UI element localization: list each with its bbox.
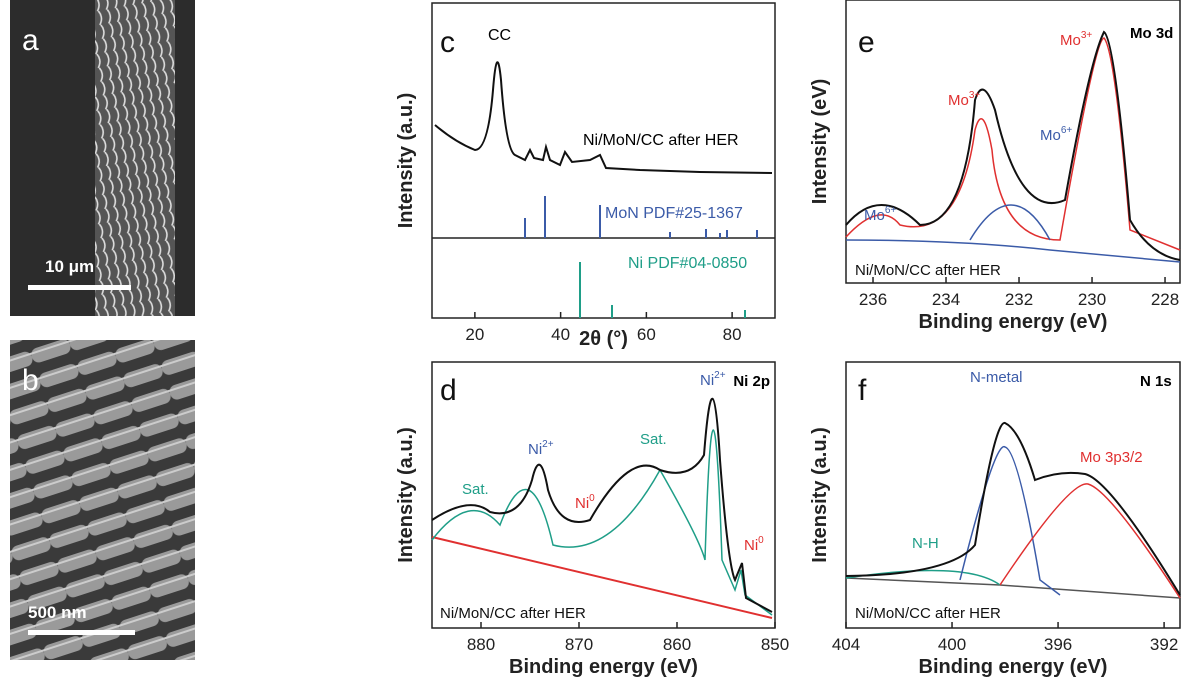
annotation: MoN PDF#25-1367 [605, 205, 743, 222]
envelope [431, 397, 773, 613]
ni-sticks [579, 262, 746, 318]
sem-fiber [95, 0, 175, 316]
background [431, 536, 773, 619]
annotation: Sat. [640, 431, 667, 448]
envelope [845, 422, 1181, 596]
x-tick-label: 396 [1044, 635, 1072, 654]
peak-base: Ni [744, 537, 758, 554]
baseline [845, 577, 1181, 599]
plot-frame [845, 0, 1181, 284]
x-tick-label: 230 [1078, 290, 1106, 309]
peak-label: Mo3+ [1060, 30, 1092, 49]
x-tick-label: 870 [565, 635, 593, 654]
peak-sup: 0 [589, 493, 595, 504]
x-tick-label: 880 [467, 635, 495, 654]
plot-frame [431, 361, 776, 629]
y-axis-label: Intensity (a.u.) [395, 427, 417, 563]
xrd-curve [434, 61, 773, 174]
x-axis-label: 2θ (°) [579, 328, 628, 350]
x-tick-label: 850 [761, 635, 789, 654]
x-tick-label: 232 [1005, 290, 1033, 309]
annotation: Ni/MoN/CC after HER [855, 605, 1001, 622]
fit-curve [999, 483, 1181, 599]
x-tick-label: 404 [832, 635, 860, 654]
sem-image [10, 340, 195, 660]
peak-label: Ni2+ [700, 370, 726, 389]
peak-label: Ni2+ [528, 439, 554, 458]
peak-base: Mo [948, 92, 969, 109]
panel-label: d [440, 374, 457, 407]
fit-curve [969, 204, 1051, 241]
panel-label: a [22, 24, 39, 57]
plot-frame [845, 361, 1181, 629]
peak-sup: 6+ [1061, 125, 1073, 136]
annotation: Ni/MoN/CC after HER [855, 262, 1001, 279]
plot-frame [431, 2, 776, 319]
scale-bar [28, 285, 131, 290]
mon-sticks [524, 196, 758, 238]
peak-label: Ni0 [575, 493, 595, 512]
peak-sup: 2+ [714, 370, 726, 381]
panel-title: N 1s [1140, 373, 1172, 390]
y-axis-label: Intensity (a.u.) [809, 427, 831, 563]
annotation: Ni/MoN/CC after HER [440, 605, 586, 622]
fit-curve [845, 569, 1001, 586]
panel-label: c [440, 26, 455, 59]
annotation: Mo 3p3/2 [1080, 449, 1143, 466]
annotation: CC [488, 27, 511, 44]
y-axis-label: Intensity (a.u.) [395, 93, 417, 229]
x-tick-label: 40 [551, 325, 570, 344]
panel-label: e [858, 26, 875, 59]
fit-curve [431, 429, 773, 616]
peak-label: Mo3+ [948, 90, 980, 109]
panel-label: b [22, 364, 39, 397]
peak-base: Mo [1060, 32, 1081, 49]
peak-sup: 2+ [542, 439, 554, 450]
peak-sup: 3+ [969, 90, 981, 101]
x-axis-label: Binding energy (eV) [919, 656, 1108, 678]
annotation: Sat. [462, 481, 489, 498]
x-tick-label: 20 [465, 325, 484, 344]
baseline [845, 239, 1181, 263]
x-tick-label: 860 [663, 635, 691, 654]
peak-label: Mo6+ [1040, 125, 1072, 144]
y-axis-label: Intensity (eV) [809, 79, 831, 205]
x-tick-label: 228 [1151, 290, 1179, 309]
panel-title: Mo 3d [1130, 25, 1173, 42]
peak-base: Mo [864, 207, 885, 224]
peak-sup: 3+ [1081, 30, 1093, 41]
x-tick-label: 400 [938, 635, 966, 654]
peak-base: Ni [575, 495, 589, 512]
scale-text: 500 nm [28, 603, 87, 622]
fit-curve [845, 37, 1181, 251]
annotation: N-metal [970, 369, 1023, 386]
annotation: Ni/MoN/CC after HER [583, 132, 739, 149]
scale-text: 10 μm [45, 257, 94, 276]
peak-base: Ni [528, 441, 542, 458]
peak-label: Mo6+ [864, 205, 896, 224]
panel-title: Ni 2p [733, 373, 770, 390]
envelope [845, 30, 1181, 261]
x-tick-label: 80 [723, 325, 742, 344]
peak-sup: 0 [758, 535, 764, 546]
annotation: N-H [912, 535, 939, 552]
peak-base: Ni [700, 372, 714, 389]
annotation: Ni PDF#04-0850 [628, 255, 747, 272]
scale-bar [28, 630, 135, 635]
x-tick-label: 236 [859, 290, 887, 309]
panel-label: f [858, 374, 867, 407]
peak-label: Ni0 [744, 535, 764, 554]
fit-curve [959, 446, 1061, 596]
x-tick-label: 392 [1150, 635, 1178, 654]
x-tick-label: 60 [637, 325, 656, 344]
x-axis-label: Binding energy (eV) [509, 656, 698, 678]
peak-base: Mo [1040, 127, 1061, 144]
x-axis-label: Binding energy (eV) [919, 311, 1108, 333]
peak-sup: 6+ [885, 205, 897, 216]
x-tick-label: 234 [932, 290, 960, 309]
